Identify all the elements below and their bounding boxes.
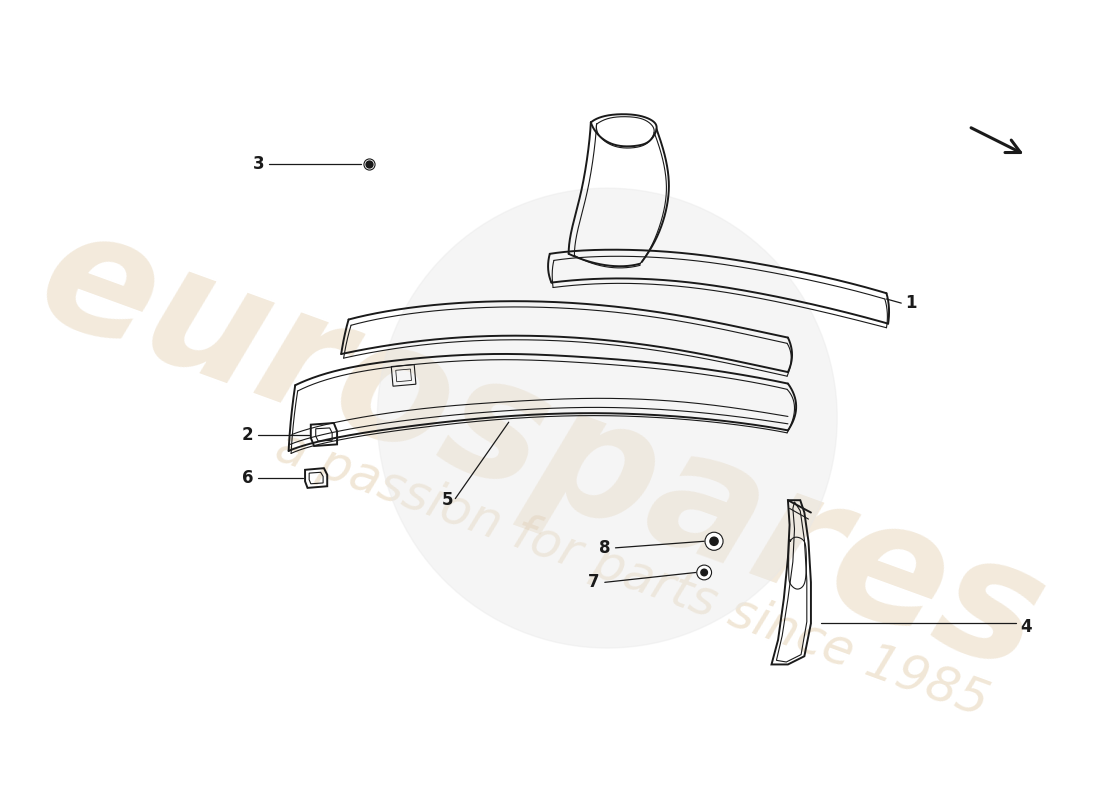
Text: 4: 4 [1021,618,1032,637]
Text: 5: 5 [441,491,453,510]
Circle shape [705,532,723,550]
Text: 6: 6 [242,469,253,487]
Text: 8: 8 [600,539,610,557]
Circle shape [701,569,707,576]
Text: 7: 7 [588,574,600,591]
Circle shape [377,188,837,648]
Text: 1: 1 [905,294,917,312]
Text: 2: 2 [242,426,253,443]
Text: a passion for parts since 1985: a passion for parts since 1985 [268,422,996,726]
Circle shape [696,565,712,580]
Circle shape [710,537,718,546]
Text: 3: 3 [252,154,264,173]
Text: eurospares: eurospares [19,194,1065,708]
